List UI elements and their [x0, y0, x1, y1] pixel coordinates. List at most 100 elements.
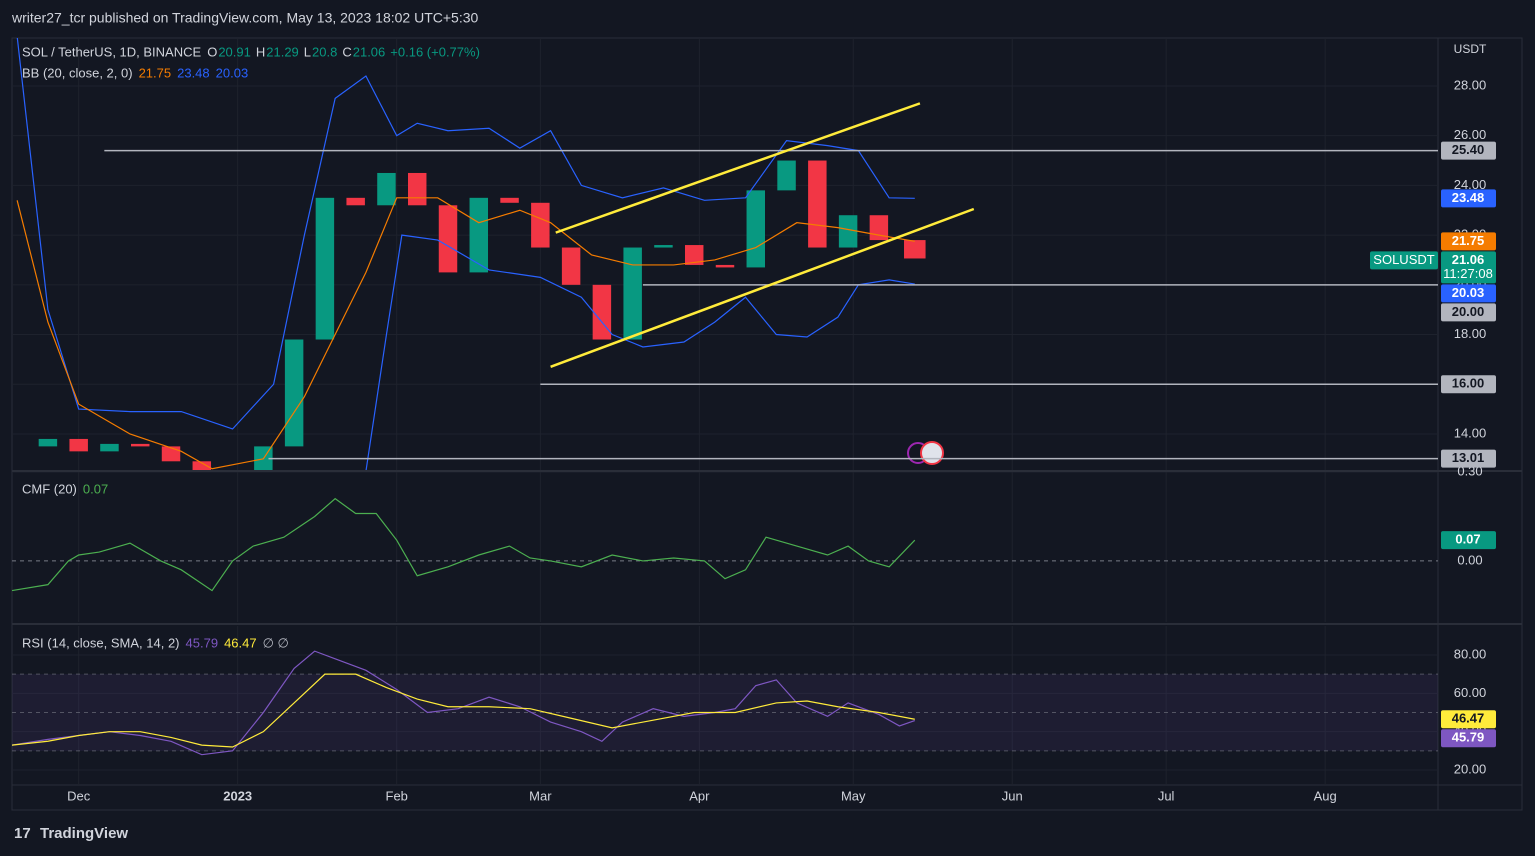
legend-text: 0.07	[83, 481, 108, 496]
candle	[407, 172, 427, 206]
legend-text: ∅ ∅	[263, 635, 289, 650]
candle	[284, 339, 304, 447]
legend-text: RSI (14, close, SMA, 14, 2)	[22, 635, 180, 650]
price-badge	[1441, 303, 1496, 322]
candle	[161, 446, 181, 462]
candle	[777, 160, 796, 191]
axis-label: USDT	[1454, 42, 1487, 56]
series-tag-label: SOLUSDT	[1373, 252, 1434, 267]
series-line	[16, 197, 915, 470]
legend-text: 20.91	[218, 44, 251, 59]
price-badge-label: 0.07	[1455, 532, 1480, 547]
legend-text: 23.48	[177, 65, 210, 80]
candle	[838, 215, 858, 248]
price-badge-label: 45.79	[1452, 730, 1485, 745]
chart-frame	[11, 37, 1523, 811]
legend-text: 21.75	[139, 65, 172, 80]
y-tick-label: 28.00	[1454, 77, 1487, 92]
legend-text: +0.16 (+0.77%)	[390, 44, 480, 59]
header: writer27_tcr published on TradingView.co…	[11, 10, 479, 26]
legend-text: SOL / TetherUS, 1D, BINANCE	[22, 44, 202, 59]
price-badge	[1441, 284, 1496, 303]
x-tick-label: 2023	[223, 788, 252, 803]
legend-text: O	[207, 44, 217, 59]
legend-text: CMF (20)	[22, 481, 77, 496]
candle	[715, 264, 735, 268]
x-tick-label: Apr	[689, 788, 710, 803]
trend-line	[555, 102, 921, 234]
price-badge	[1441, 729, 1496, 748]
y-tick-label: 0.00	[1457, 552, 1482, 567]
logo-mark: 17	[14, 825, 31, 842]
series-tag	[1370, 251, 1438, 270]
candle	[500, 197, 519, 203]
x-tick-label: Jul	[1158, 788, 1175, 803]
candle	[531, 202, 550, 248]
candle	[100, 443, 119, 452]
candle	[69, 438, 88, 452]
y-tick-label: 14.00	[1454, 425, 1487, 440]
y-tick-label: 60.00	[1454, 685, 1487, 700]
x-tick-label: Feb	[386, 788, 408, 803]
countdown: 11:27:08	[1443, 266, 1493, 281]
legend-text: L	[304, 44, 311, 59]
legend-text: 20.8	[312, 44, 337, 59]
price-badge	[1441, 375, 1496, 394]
x-tick-label: Mar	[529, 788, 552, 803]
candle	[746, 190, 766, 268]
candle	[904, 240, 926, 259]
y-tick-label: 24.00	[1454, 177, 1487, 192]
x-tick-label: Dec	[67, 788, 91, 803]
pane	[12, 626, 1438, 785]
candle	[592, 284, 612, 340]
price-badge-label: 13.01	[1452, 450, 1485, 465]
legend-text: C	[342, 44, 351, 59]
y-tick-label: 20.00	[1454, 761, 1487, 776]
price-badge	[1441, 232, 1496, 251]
price-badge-label: 16.00	[1452, 376, 1485, 391]
series-line	[12, 673, 915, 748]
price-badge-label: 23.48	[1452, 190, 1485, 205]
price-badge	[1441, 449, 1496, 468]
event-icon[interactable]	[920, 441, 944, 465]
price-badge-label: 21.75	[1452, 233, 1485, 248]
candle	[623, 247, 642, 340]
trend-line	[550, 207, 975, 369]
candle	[315, 197, 335, 340]
y-tick-label: 80.00	[1454, 646, 1487, 661]
candle	[469, 197, 489, 273]
price-badge-label: 20.03	[1452, 285, 1485, 300]
candle	[377, 172, 396, 206]
series-line	[365, 234, 915, 470]
series-line	[12, 650, 915, 756]
candle	[438, 205, 458, 273]
x-tick-label: Jun	[1002, 788, 1023, 803]
y-tick-label: 26.00	[1454, 127, 1487, 142]
y-tick-label: 18.00	[1454, 326, 1487, 341]
legend-text: 21.06	[353, 44, 386, 59]
pane	[12, 472, 1438, 622]
candle	[131, 443, 150, 447]
candle	[192, 461, 212, 470]
price-badge-label: 25.40	[1452, 142, 1485, 157]
legend-text: BB (20, close, 2, 0)	[22, 65, 133, 80]
candle	[346, 197, 365, 206]
candle	[561, 247, 581, 285]
x-tick-label: Aug	[1314, 788, 1337, 803]
price-badge	[1441, 531, 1496, 550]
price-badge	[1441, 710, 1496, 729]
legend-text: 45.79	[186, 635, 219, 650]
legend-text: H	[256, 44, 265, 59]
candle	[38, 438, 58, 447]
price-badge-label: 46.47	[1452, 711, 1485, 726]
candle	[808, 160, 827, 248]
price-badge	[1441, 189, 1496, 208]
footer-logo: TradingView	[40, 825, 128, 842]
series-line	[12, 497, 916, 592]
price-badge-label: 20.00	[1452, 304, 1485, 319]
legend-text: 46.47	[224, 635, 257, 650]
price-badge	[1441, 141, 1496, 160]
legend-text: 21.29	[266, 44, 299, 59]
pane	[12, 38, 1438, 470]
